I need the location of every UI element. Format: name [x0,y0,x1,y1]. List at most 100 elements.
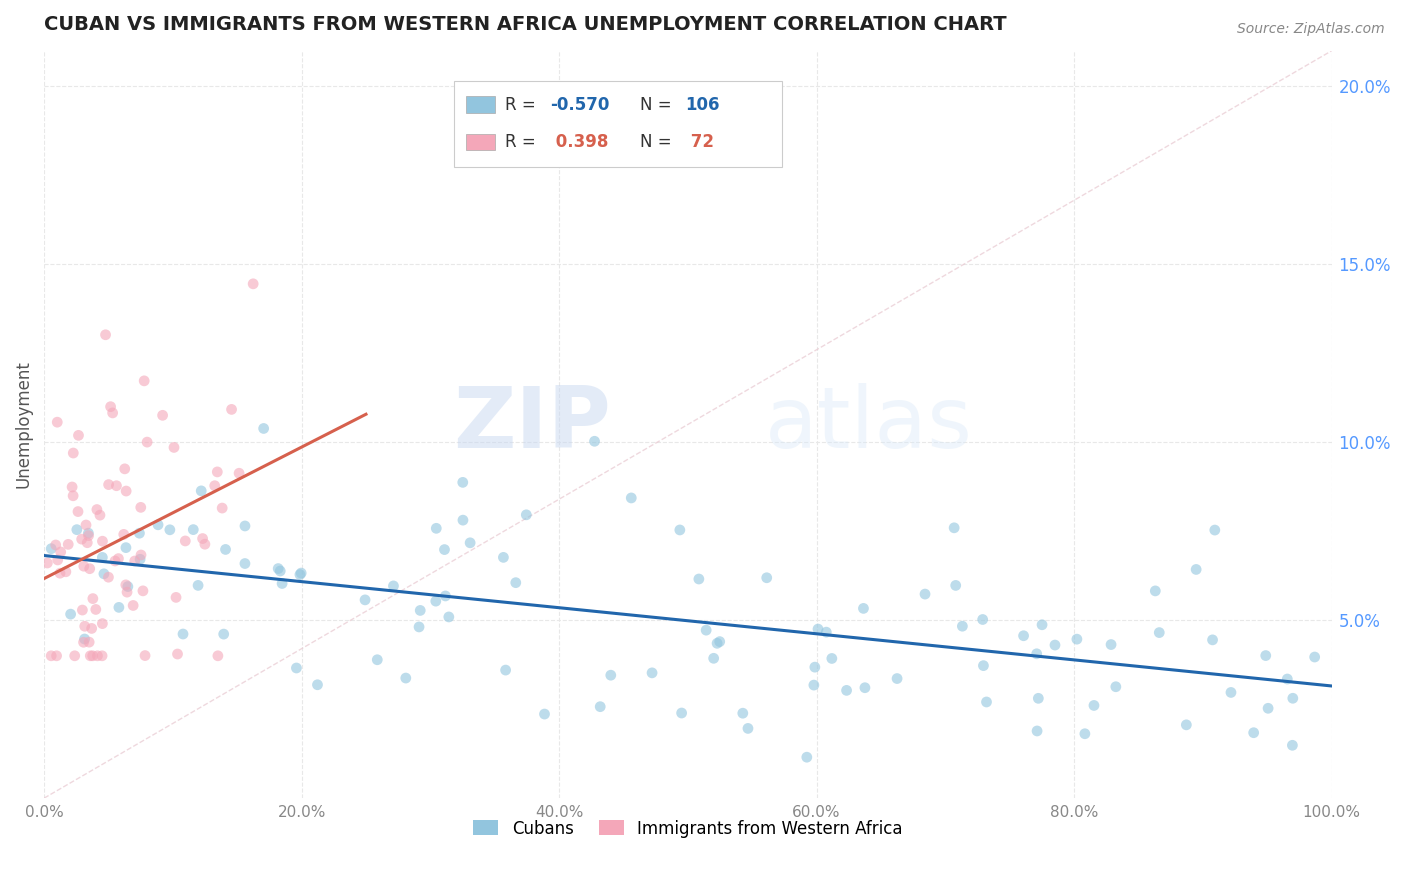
Cubans [128,526,150,541]
Cubans [755,571,778,585]
Immigrants from Western Africa [122,599,145,613]
Immigrants from Western Africa [242,277,264,291]
Immigrants from Western Africa [91,616,114,631]
Cubans [1028,691,1050,706]
Immigrants from Western Africa [228,467,250,481]
Cubans [1201,632,1223,647]
Immigrants from Western Africa [70,532,93,546]
Immigrants from Western Africa [72,603,94,617]
Cubans [434,589,457,603]
Immigrants from Western Africa [129,500,152,515]
Immigrants from Western Africa [49,566,72,581]
Cubans [599,668,621,682]
Cubans [706,636,728,650]
Text: 72: 72 [685,133,714,151]
Immigrants from Western Africa [104,554,127,568]
Cubans [285,661,308,675]
Immigrants from Western Africa [163,441,186,455]
Immigrants from Western Africa [124,554,146,568]
Immigrants from Western Africa [58,537,80,551]
Cubans [589,699,612,714]
Cubans [354,593,377,607]
Immigrants from Western Africa [82,648,104,663]
Cubans [1149,625,1171,640]
Immigrants from Western Africa [82,591,104,606]
Cubans [451,513,474,527]
Cubans [972,613,994,627]
Cubans [709,634,731,648]
Cubans [66,523,89,537]
Cubans [803,678,825,692]
Cubans [115,541,138,555]
Immigrants from Western Africa [221,402,243,417]
Cubans [1281,739,1303,753]
Cubans [852,601,875,615]
Immigrants from Western Africa [132,583,155,598]
Immigrants from Western Africa [211,501,233,516]
Y-axis label: Unemployment: Unemployment [15,360,32,489]
Cubans [1025,647,1047,661]
Immigrants from Western Africa [63,648,86,663]
Text: Source: ZipAtlas.com: Source: ZipAtlas.com [1237,22,1385,37]
Immigrants from Western Africa [66,505,89,519]
Cubans [835,683,858,698]
Cubans [1099,638,1122,652]
Immigrants from Western Africa [73,619,96,633]
Cubans [807,622,830,636]
Cubans [945,578,967,592]
Cubans [886,672,908,686]
Cubans [129,552,152,566]
Cubans [943,521,966,535]
Text: R =: R = [505,133,541,151]
Cubans [146,517,169,532]
Immigrants from Western Africa [80,622,103,636]
Immigrants from Western Africa [174,533,197,548]
Cubans [1257,701,1279,715]
Cubans [583,434,606,449]
Immigrants from Western Africa [97,570,120,584]
Cubans [253,421,276,435]
Cubans [433,542,456,557]
Cubans [976,695,998,709]
Cubans [187,578,209,592]
Immigrants from Western Africa [100,400,122,414]
Immigrants from Western Africa [91,648,114,663]
Cubans [533,707,555,722]
Immigrants from Western Africa [194,537,217,551]
Immigrants from Western Africa [77,528,100,542]
Immigrants from Western Africa [91,534,114,549]
Immigrants from Western Africa [115,484,138,499]
Immigrants from Western Africa [73,559,96,574]
Immigrants from Western Africa [114,462,136,476]
Immigrants from Western Africa [67,428,90,442]
Cubans [1185,562,1208,576]
Cubans [1012,629,1035,643]
Cubans [1026,723,1049,738]
Cubans [233,557,256,571]
Cubans [271,576,294,591]
Cubans [382,579,405,593]
Cubans [408,620,430,634]
Cubans [620,491,643,505]
Cubans [1105,680,1128,694]
Cubans [703,651,725,665]
Cubans [495,663,517,677]
Text: ZIP: ZIP [453,383,610,466]
Immigrants from Western Africa [49,545,72,559]
Text: 106: 106 [685,95,720,113]
Cubans [425,521,447,535]
Cubans [1083,698,1105,713]
Cubans [1074,727,1097,741]
Immigrants from Western Africa [129,548,152,562]
FancyBboxPatch shape [467,134,495,150]
Cubans [267,561,290,575]
Immigrants from Western Africa [105,479,128,493]
Immigrants from Western Africa [94,327,117,342]
Cubans [409,603,432,617]
Immigrants from Western Africa [166,647,188,661]
Cubans [688,572,710,586]
Cubans [1220,685,1243,699]
Immigrants from Western Africa [79,562,101,576]
Cubans [395,671,418,685]
Cubans [804,660,827,674]
